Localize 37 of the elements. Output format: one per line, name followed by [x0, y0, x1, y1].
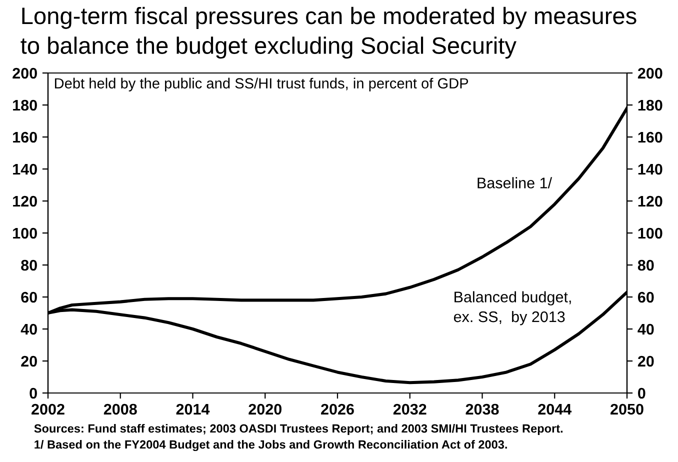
- y2-tick-label: 100: [638, 228, 662, 239]
- y-tick-label: 200: [12, 68, 37, 79]
- x-tick-label: 2038: [466, 404, 499, 415]
- y2-tick-label: 40: [638, 324, 654, 335]
- series-label: Balanced budget, ex. SS, by 2013: [454, 291, 571, 326]
- x-tick-label: 2026: [321, 404, 354, 415]
- y-tick-label: 20: [21, 356, 37, 367]
- y2-tick-label: 200: [638, 68, 662, 79]
- x-tick-label: 2002: [32, 404, 64, 415]
- y2-tick-label: 0: [638, 388, 646, 399]
- y-tick-label: 120: [13, 196, 37, 207]
- source-note: Sources: Fund staff estimates; 2003 OASDI Trustees Report; and 2003 SMI/HI Trustees Report.: [34, 424, 563, 436]
- annotation: Debt held by the public and SS/HI trust funds, in percent of GDP: [54, 78, 468, 92]
- chart-title: Long-term fiscal pressures can be moderated by measures to balance the budget excluding Social Security: [20, 6, 636, 59]
- y2-tick-label: 60: [638, 292, 654, 303]
- x-tick-label: 2050: [610, 404, 644, 415]
- y-tick-label: 100: [13, 228, 37, 239]
- y-tick-label: 160: [13, 132, 37, 143]
- y-tick-label: 140: [13, 164, 37, 175]
- y2-tick-label: 160: [638, 132, 662, 143]
- x-tick-label: 2032: [393, 404, 426, 415]
- y2-tick-label: 120: [638, 196, 662, 207]
- y2-tick-label: 180: [638, 100, 662, 111]
- y2-tick-label: 80: [638, 260, 654, 271]
- y-tick-label: 80: [21, 260, 37, 271]
- y2-tick-label: 20: [638, 356, 654, 367]
- x-tick-label: 2020: [248, 404, 282, 415]
- x-tick-label: 2044: [538, 404, 572, 415]
- y2-tick-label: 140: [638, 164, 662, 175]
- y-tick-label: 60: [21, 292, 37, 303]
- y-tick-label: 0: [30, 388, 37, 399]
- x-tick-label: 2008: [104, 404, 137, 415]
- text: 1/ Based on the FY2004 Budget and the Jobs and Growth Reconciliation Act of 2003.: [34, 440, 507, 452]
- x-tick-label: 2014: [176, 404, 210, 415]
- series-label: Baseline 1/: [478, 177, 552, 188]
- y-tick-label: 40: [20, 324, 37, 335]
- y-tick-label: 180: [13, 100, 37, 111]
